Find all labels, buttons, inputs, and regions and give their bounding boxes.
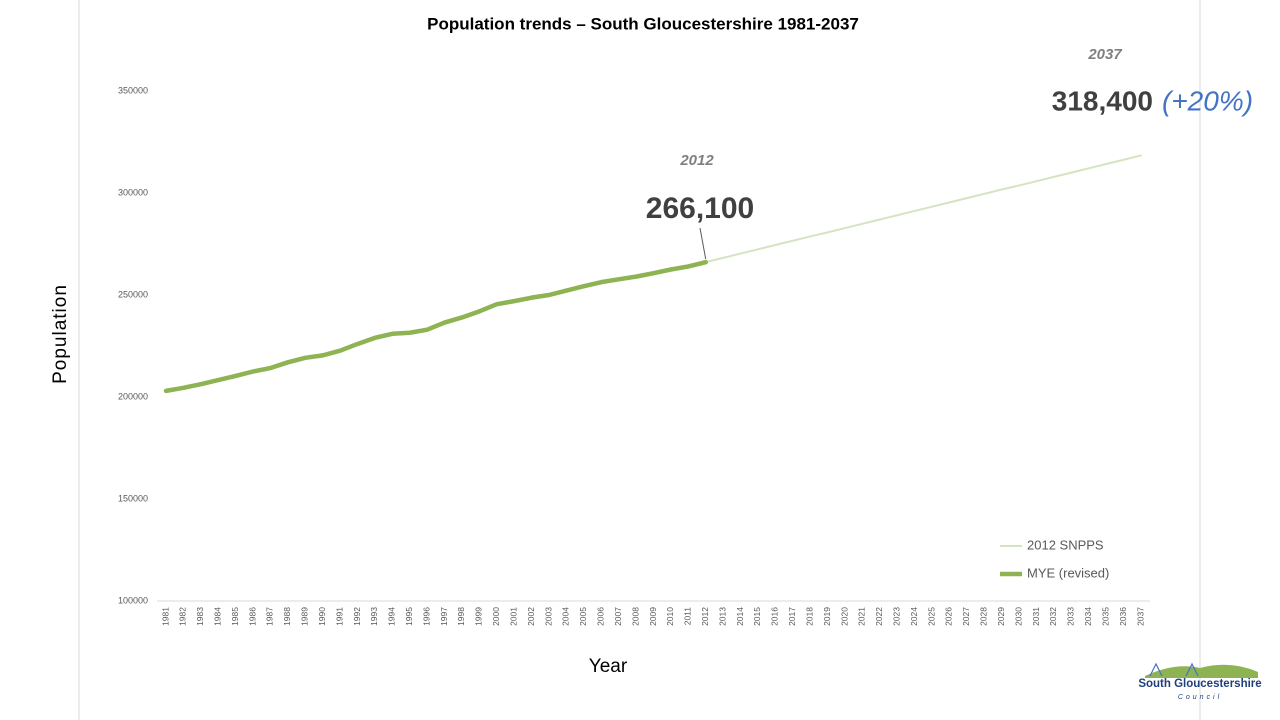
logo-sub: Council bbox=[1178, 694, 1222, 701]
x-tick-label: 2035 bbox=[1100, 607, 1110, 626]
x-tick-label: 1991 bbox=[334, 607, 344, 626]
x-tick-label: 2011 bbox=[683, 607, 693, 626]
x-tick-label: 2026 bbox=[944, 607, 954, 626]
logo-bridge bbox=[1149, 662, 1199, 677]
x-tick-label: 1989 bbox=[300, 607, 310, 626]
y-tick-label: 200000 bbox=[118, 391, 148, 401]
x-tick-label: 1986 bbox=[247, 607, 257, 626]
x-tick-label: 2017 bbox=[787, 607, 797, 626]
x-tick-label: 2001 bbox=[508, 607, 518, 626]
x-tick-label: 1993 bbox=[369, 607, 379, 626]
y-tick-label: 150000 bbox=[118, 493, 148, 503]
logo-name: South Gloucestershire bbox=[1138, 678, 1261, 690]
x-tick-label: 2013 bbox=[717, 607, 727, 626]
series-line bbox=[163, 259, 708, 394]
annotation-value: 318,400 bbox=[1052, 85, 1153, 116]
x-tick-label: 1997 bbox=[439, 607, 449, 626]
x-tick-label: 2010 bbox=[665, 607, 675, 626]
logo-hills bbox=[1145, 664, 1258, 678]
x-tick-label: 2024 bbox=[909, 607, 919, 626]
annotation-year: 2037 bbox=[1087, 46, 1122, 63]
annotation-pointer bbox=[699, 227, 707, 260]
annotation-change: (+20%) bbox=[1162, 85, 1253, 116]
legend-label: MYE (revised) bbox=[1027, 565, 1109, 580]
x-tick-label: 2028 bbox=[979, 607, 989, 626]
x-tick-label: 2022 bbox=[874, 607, 884, 626]
x-tick-label: 1998 bbox=[456, 607, 466, 626]
x-tick-label: 2031 bbox=[1031, 607, 1041, 626]
x-tick-label: 2021 bbox=[857, 607, 867, 626]
x-tick-label: 1987 bbox=[265, 607, 275, 626]
x-tick-label: 2016 bbox=[770, 607, 780, 626]
x-tick-label: 2009 bbox=[648, 607, 658, 626]
annotation-value: 266,100 bbox=[646, 192, 754, 225]
x-tick-label: 2014 bbox=[735, 607, 745, 626]
x-tick-label: 1988 bbox=[282, 607, 292, 626]
legend-label: 2012 SNPPS bbox=[1027, 537, 1104, 552]
x-axis-label: Year bbox=[589, 656, 628, 677]
x-tick-label: 2033 bbox=[1066, 607, 1076, 626]
x-tick-label: 1995 bbox=[404, 607, 414, 626]
x-tick-label: 1983 bbox=[195, 607, 205, 626]
x-tick-label: 2004 bbox=[561, 607, 571, 626]
x-tick-label: 2027 bbox=[961, 607, 971, 626]
chart-area bbox=[78, 0, 1201, 720]
x-tick-label: 1992 bbox=[352, 607, 362, 626]
annotation-year: 2012 bbox=[679, 152, 714, 169]
logo: South Gloucestershire Council bbox=[1138, 662, 1262, 701]
x-tick-label: 1996 bbox=[421, 607, 431, 626]
x-tick-label: 2029 bbox=[996, 607, 1006, 626]
x-tick-label: 2032 bbox=[1048, 607, 1058, 626]
y-tick-label: 300000 bbox=[118, 187, 148, 197]
x-tick-label: 1994 bbox=[387, 607, 397, 626]
x-tick-label: 2036 bbox=[1118, 607, 1128, 626]
x-tick-label: 2037 bbox=[1135, 607, 1145, 626]
x-tick-label: 2015 bbox=[752, 607, 762, 626]
x-tick-label: 2006 bbox=[596, 607, 606, 626]
x-tick-label: 2012 bbox=[700, 607, 710, 626]
x-tick-label: 2025 bbox=[926, 607, 936, 626]
x-tick-label: 2000 bbox=[491, 607, 501, 626]
series-line bbox=[704, 154, 1142, 264]
x-tick-label: 2034 bbox=[1083, 607, 1093, 626]
chart-title: Population trends – South Gloucestershir… bbox=[427, 14, 859, 33]
x-tick-label: 1985 bbox=[230, 607, 240, 626]
x-tick-label: 2003 bbox=[543, 607, 553, 626]
x-tick-label: 1999 bbox=[474, 607, 484, 626]
y-axis-label: Population bbox=[50, 284, 71, 384]
y-tick-label: 100000 bbox=[118, 595, 148, 605]
x-tick-label: 2030 bbox=[1013, 607, 1023, 626]
x-tick-label: 2020 bbox=[839, 607, 849, 626]
y-tick-label: 350000 bbox=[118, 85, 148, 95]
x-tick-label: 2007 bbox=[613, 607, 623, 626]
x-tick-label: 2008 bbox=[630, 607, 640, 626]
y-tick-label: 250000 bbox=[118, 289, 148, 299]
x-tick-label: 2023 bbox=[892, 607, 902, 626]
x-tick-label: 2002 bbox=[526, 607, 536, 626]
x-tick-label: 1982 bbox=[178, 607, 188, 626]
x-tick-label: 1981 bbox=[160, 607, 170, 626]
x-tick-label: 2018 bbox=[804, 607, 814, 626]
x-tick-label: 2005 bbox=[578, 607, 588, 626]
x-tick-label: 2019 bbox=[822, 607, 832, 626]
x-tick-label: 1984 bbox=[212, 607, 222, 626]
x-tick-label: 1990 bbox=[317, 607, 327, 626]
